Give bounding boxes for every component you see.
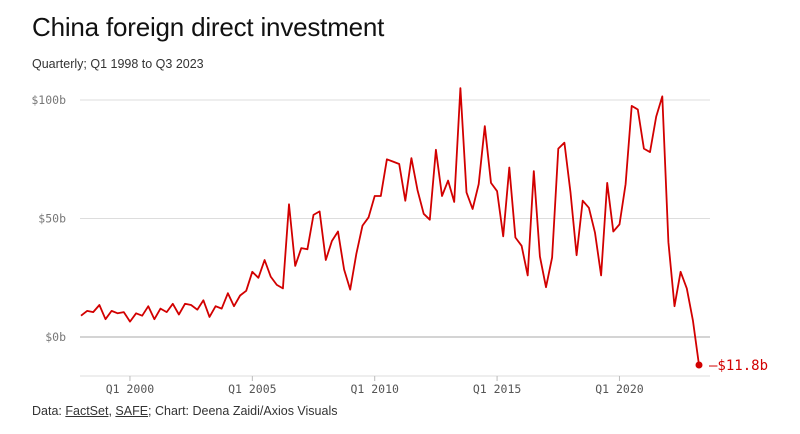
source-separator: , — [108, 404, 116, 418]
end-value-label: –$11.8b — [709, 358, 768, 374]
gridlines — [80, 99, 710, 377]
source-suffix: ; Chart: Deena Zaidi/Axios Visuals — [148, 404, 338, 418]
chart-subtitle: Quarterly; Q1 1998 to Q3 2023 — [32, 57, 204, 71]
x-tick-label: Q1 2015 — [473, 382, 521, 396]
y-tick-label: $0b — [45, 330, 66, 344]
source-prefix: Data: — [32, 404, 66, 418]
y-tick-label: $100b — [31, 93, 66, 107]
x-axis-ticks: Q1 2000 Q1 2005 Q1 2010 Q1 2015 Q1 2020 — [106, 376, 644, 396]
end-point-marker — [695, 361, 703, 369]
x-tick-label: Q1 2005 — [228, 382, 276, 396]
x-tick-label: Q1 2000 — [106, 382, 155, 396]
x-tick-label: Q1 2010 — [350, 382, 399, 396]
x-tick-label: Q1 2020 — [595, 382, 644, 396]
source-note: Data: FactSet, SAFE; Chart: Deena Zaidi/… — [32, 404, 338, 418]
chart-title: China foreign direct investment — [32, 12, 385, 42]
y-tick-label: $50b — [38, 212, 66, 226]
y-axis-ticks: $0b $50b $100b — [31, 93, 66, 344]
safe-link[interactable]: SAFE — [115, 404, 149, 418]
factset-link[interactable]: FactSet — [65, 404, 109, 418]
series-layer: –$11.8b — [80, 87, 768, 374]
fdi-series-line — [80, 87, 700, 366]
